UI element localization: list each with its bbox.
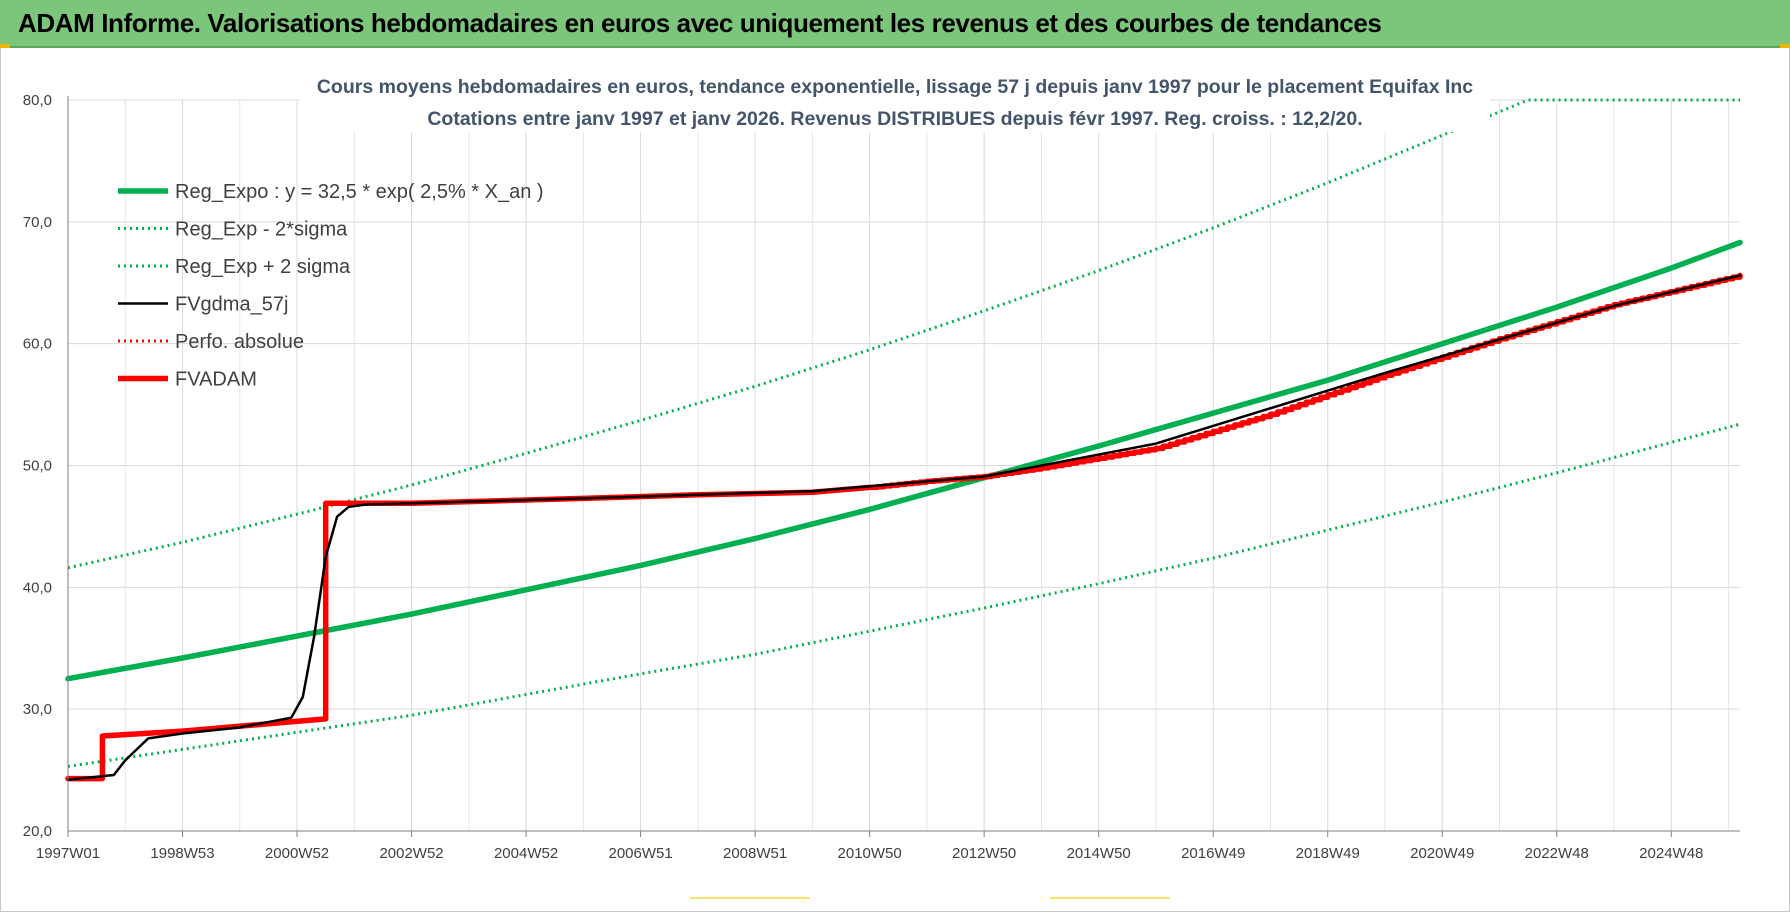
x-tick-label: 1998W53 xyxy=(150,845,214,862)
legend-label: FVgdma_57j xyxy=(175,294,288,316)
x-tick-label: 2016W49 xyxy=(1181,845,1245,862)
y-tick-label: 30,0 xyxy=(23,701,52,718)
x-tick-label: 2006W51 xyxy=(608,845,672,862)
series-line-1 xyxy=(67,422,1741,768)
y-tick-label: 70,0 xyxy=(23,214,52,231)
series-line-3 xyxy=(66,274,1742,782)
x-tick-label: 2020W49 xyxy=(1410,845,1474,862)
x-tick-label: 1997W01 xyxy=(36,845,100,862)
tick-labels: 20,0 30,0 40,0 50,0 60,0 70,0 80,0 1997W01 1998W… xyxy=(23,92,1704,862)
legend-label: Reg_Exp - 2*sigma xyxy=(175,219,348,241)
grid-lines xyxy=(67,99,1740,832)
y-tick-label: 20,0 xyxy=(23,823,52,840)
corner-mark-left xyxy=(0,44,10,48)
title-banner: ADAM Informe. Valorisations hebdomadaire… xyxy=(0,0,1790,48)
y-tick-label: 60,0 xyxy=(23,336,52,353)
legend-label: Reg_Exp + 2 sigma xyxy=(175,256,351,278)
x-tick-label: 2018W49 xyxy=(1296,845,1360,862)
x-tick-label: 2000W52 xyxy=(265,845,329,862)
legend-label: Perfo. absolue xyxy=(175,331,304,353)
series-line-0 xyxy=(65,239,1743,682)
banner-title: ADAM Informe. Valorisations hebdomadaire… xyxy=(18,8,1382,38)
corner-mark-right xyxy=(1780,44,1790,48)
x-tick-label: 2014W50 xyxy=(1067,845,1131,862)
x-tick-label: 2004W52 xyxy=(494,845,558,862)
x-tick-label: 2012W50 xyxy=(952,845,1016,862)
y-tick-label: 50,0 xyxy=(23,458,52,475)
y-tick-label: 40,0 xyxy=(23,579,52,596)
x-tick-label: 2022W48 xyxy=(1525,845,1589,862)
x-tick-label: 2024W48 xyxy=(1639,845,1703,862)
legend-label: FVADAM xyxy=(175,369,257,391)
series-group xyxy=(65,98,1743,782)
series-line-5 xyxy=(65,272,1743,782)
legend: Reg_Expo : y = 32,5 * exp( 2,5% * X_an )… xyxy=(118,181,544,391)
chart-title: Cours moyens hebdomadaires en euros, ten… xyxy=(317,76,1473,98)
chart-subtitle: Cotations entre janv 1997 et janv 2026. … xyxy=(427,108,1362,130)
x-tick-label: 2010W50 xyxy=(838,845,902,862)
x-tick-label: 2008W51 xyxy=(723,845,787,862)
legend-label: Reg_Expo : y = 32,5 * exp( 2,5% * X_an ) xyxy=(175,181,544,203)
x-tick-label: 2002W52 xyxy=(379,845,443,862)
axes xyxy=(67,96,1740,837)
title-backdrop xyxy=(300,70,1490,132)
y-tick-label: 80,0 xyxy=(23,92,52,109)
bottom-mark-2 xyxy=(1050,897,1170,899)
bottom-mark-1 xyxy=(690,897,810,899)
